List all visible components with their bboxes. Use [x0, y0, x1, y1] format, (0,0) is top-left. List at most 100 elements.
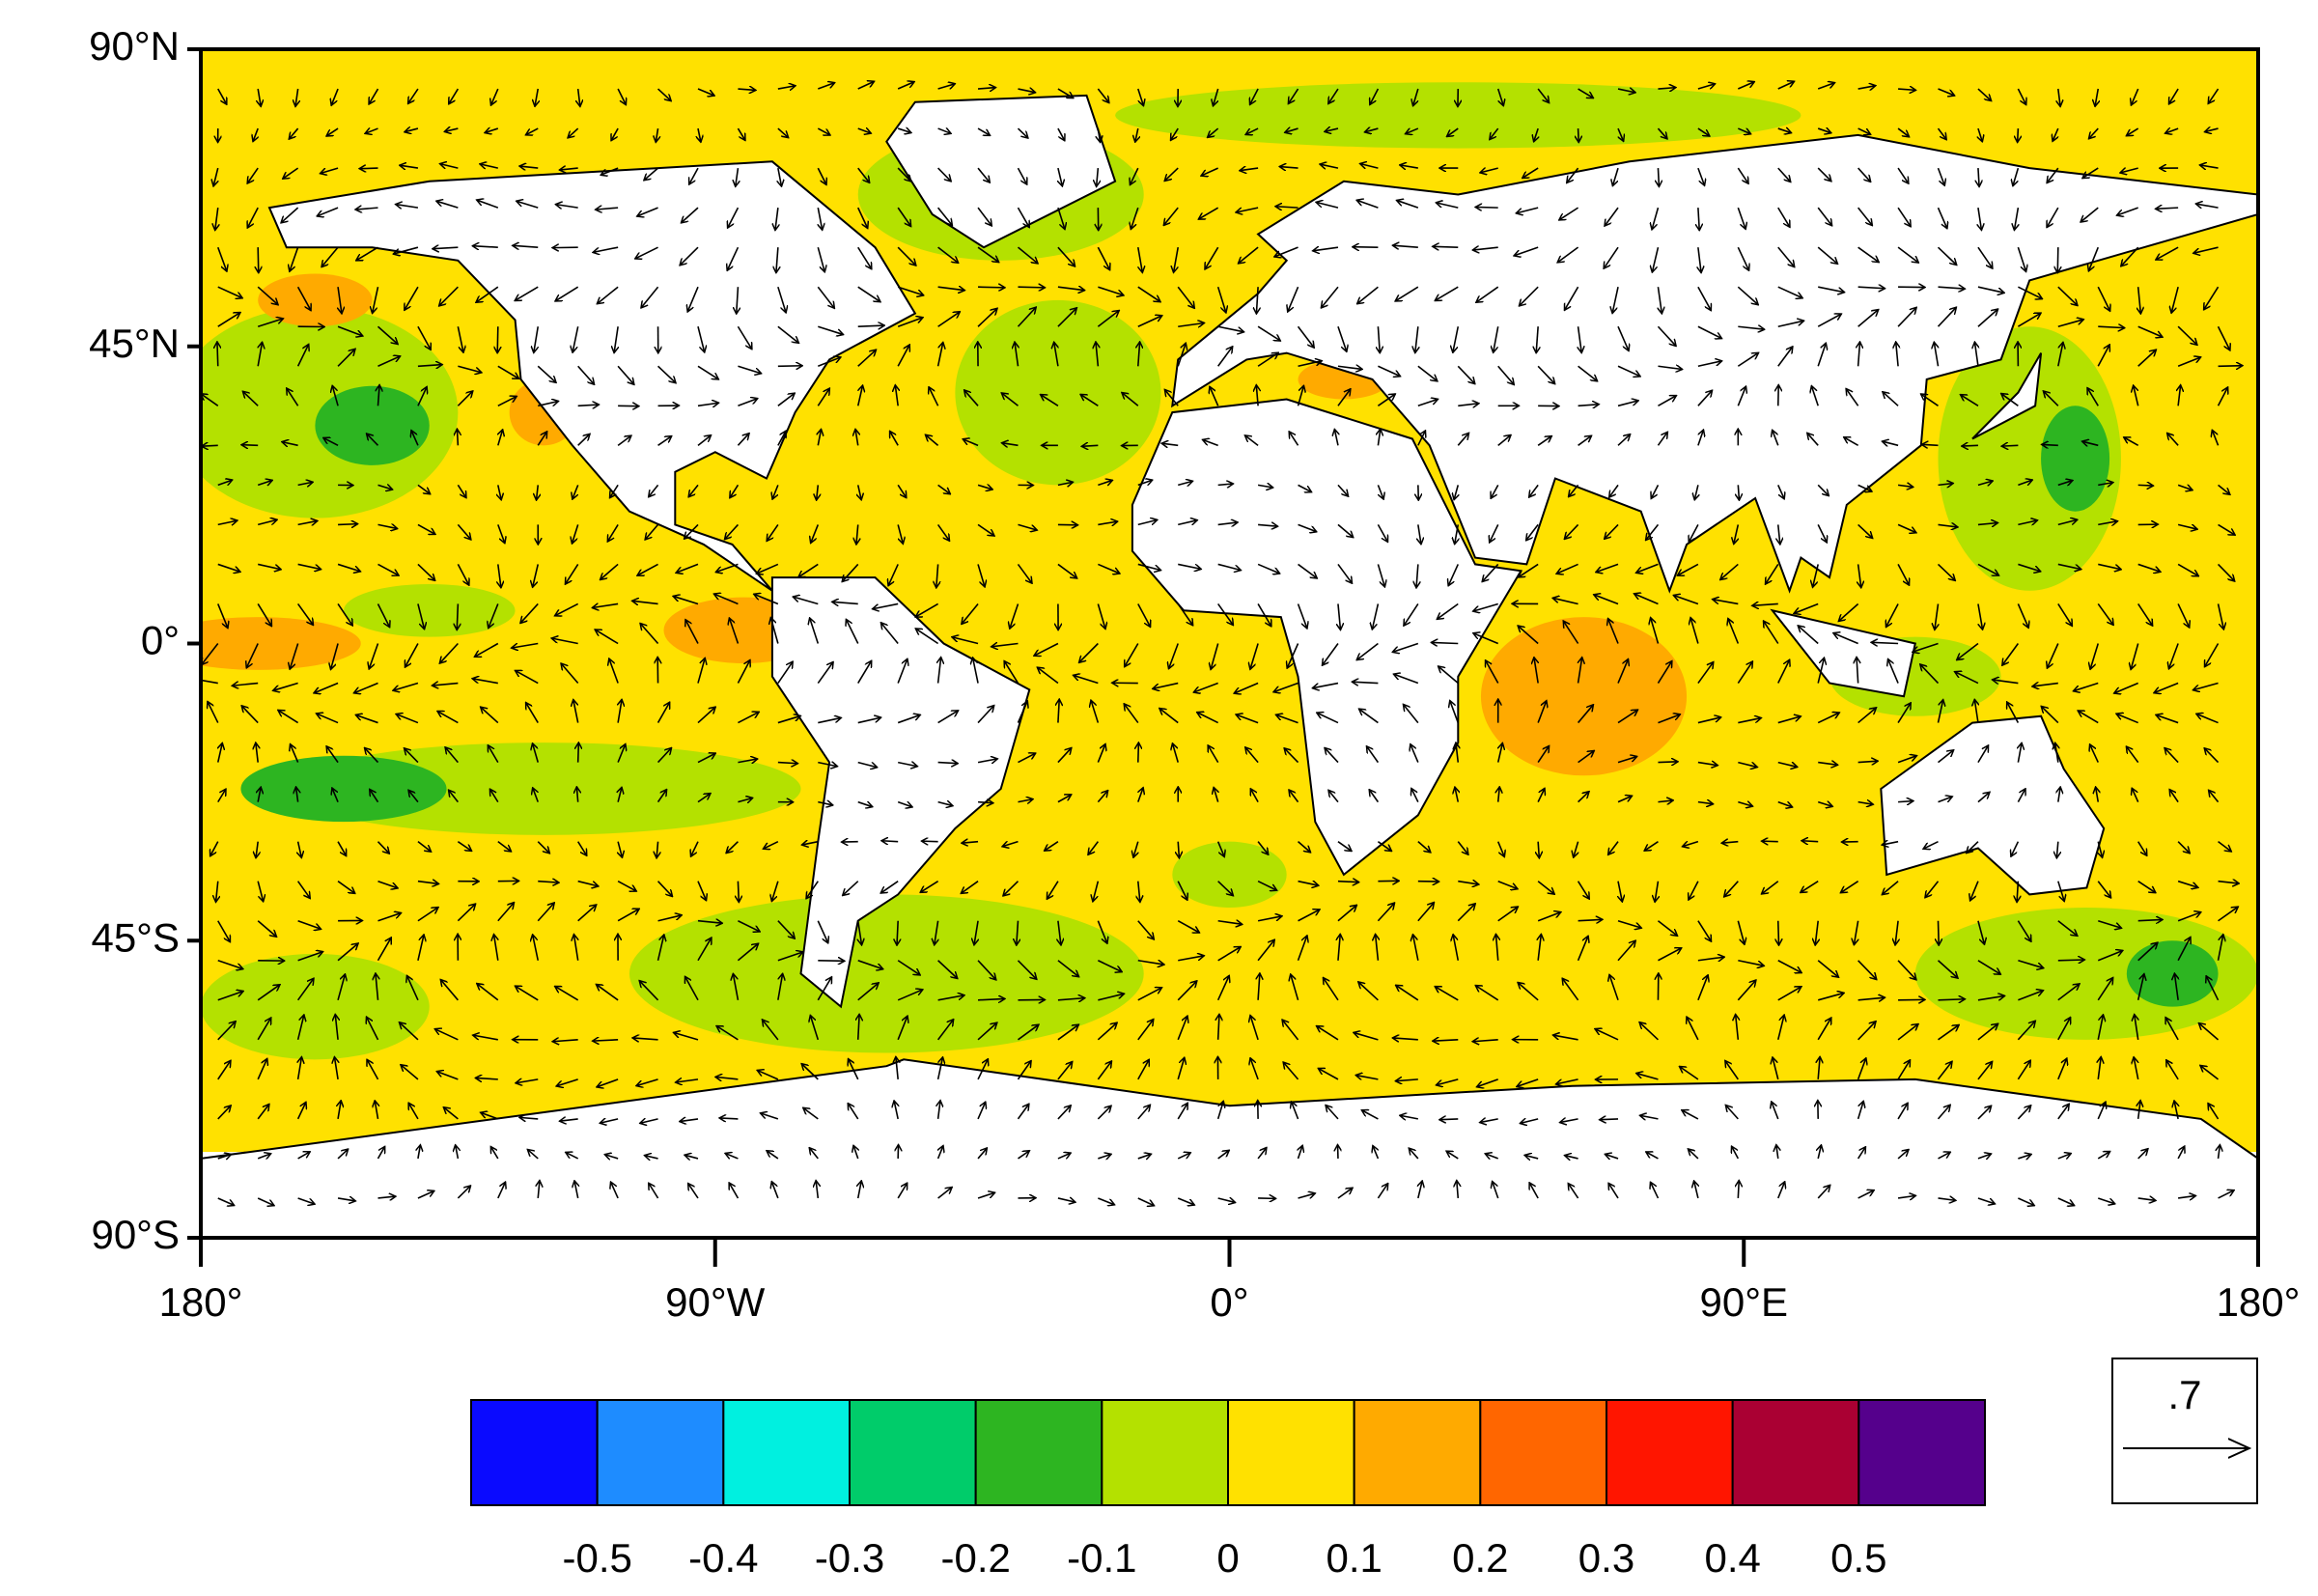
wind-vector	[1417, 431, 1426, 446]
wind-vector	[1328, 88, 1339, 103]
wind-vector	[257, 1154, 270, 1159]
wind-vector	[897, 1016, 908, 1041]
wind-vector	[533, 788, 539, 802]
wind-vector	[578, 742, 579, 763]
wind-vector	[488, 745, 499, 764]
wind-vector	[1097, 1106, 1111, 1120]
wind-vector	[897, 167, 910, 182]
wind-vector	[1240, 168, 1259, 171]
wind-vector	[890, 431, 899, 446]
wind-vector	[1738, 1180, 1739, 1199]
wind-vector	[811, 524, 820, 543]
wind-vector	[1217, 603, 1234, 625]
wind-vector	[632, 1038, 658, 1040]
wind-vector	[737, 659, 750, 684]
wind-vector	[375, 1101, 377, 1120]
wind-vector	[1298, 361, 1323, 368]
wind-vector	[1018, 1024, 1038, 1041]
wind-vector	[296, 978, 314, 1001]
wind-vector	[217, 563, 240, 572]
wind-vector	[1216, 975, 1230, 1001]
wind-vector	[1138, 788, 1143, 802]
wind-vector	[685, 976, 699, 1001]
wind-vector	[645, 523, 659, 540]
wind-vector	[457, 1186, 470, 1199]
wind-vector	[793, 597, 819, 605]
wind-vector	[1256, 385, 1258, 406]
wind-vector	[1359, 709, 1379, 724]
wind-vector	[1373, 1146, 1378, 1160]
wind-vector	[1001, 393, 1019, 406]
wind-vector	[1446, 1151, 1459, 1160]
wind-vector	[1133, 841, 1138, 857]
wind-vector	[537, 841, 549, 854]
wind-vector	[1197, 713, 1219, 724]
wind-vector	[897, 318, 923, 327]
wind-vector	[1177, 343, 1186, 367]
shading-region	[955, 299, 1161, 486]
wind-vector	[217, 286, 242, 298]
wind-vector	[856, 385, 863, 406]
wind-vector	[737, 434, 749, 446]
wind-vector	[1377, 394, 1395, 406]
wind-vector	[777, 763, 798, 764]
wind-vector	[855, 429, 858, 446]
wind-vector	[977, 706, 994, 724]
wind-vector	[1178, 841, 1179, 858]
wind-vector	[897, 1183, 908, 1199]
colorbar: -0.5 -0.4 -0.3 -0.2 -0.1 0 0.1 0.2 0.3 0.4 0.5	[470, 1399, 1987, 1581]
wind-vector	[1355, 1076, 1379, 1079]
wind-vector	[921, 841, 938, 842]
wind-vector	[457, 429, 458, 446]
wind-vector	[673, 596, 699, 605]
wind-vector	[331, 643, 339, 670]
wind-vector	[1003, 881, 1019, 896]
wind-vector	[213, 167, 218, 186]
wind-vector	[697, 435, 712, 446]
wind-vector	[377, 524, 398, 528]
wind-vector	[1283, 1062, 1299, 1080]
wind-vector	[1397, 200, 1419, 209]
wind-vector	[1658, 762, 1678, 763]
wind-vector	[1098, 286, 1124, 295]
wind-vector	[525, 127, 539, 135]
wind-vector	[1298, 882, 1319, 886]
wind-vector	[472, 246, 498, 247]
wind-vector	[1097, 603, 1105, 629]
wind-vector	[457, 603, 458, 630]
wind-vector	[617, 909, 639, 922]
wind-vector	[1213, 88, 1219, 106]
wind-vector	[1284, 748, 1299, 764]
wind-vector	[337, 1149, 349, 1160]
wind-vector	[1297, 385, 1304, 406]
wind-vector	[1244, 435, 1259, 446]
wind-vector	[977, 802, 993, 803]
wind-vector	[1074, 675, 1099, 685]
wind-vector	[473, 1035, 498, 1041]
lat-tick-label: 45°N	[89, 321, 180, 366]
wind-vector	[777, 366, 802, 367]
wind-vector	[857, 660, 872, 684]
wind-vector	[297, 520, 318, 524]
wind-vector	[1098, 563, 1120, 574]
wind-vector	[857, 350, 877, 367]
wind-vector	[1018, 89, 1035, 93]
wind-vector	[1392, 245, 1418, 247]
wind-vector	[857, 325, 884, 326]
reference-label: .7	[2167, 1372, 2201, 1417]
wind-vector	[1352, 682, 1379, 683]
wind-vector	[566, 1152, 579, 1160]
wind-vector	[897, 246, 916, 266]
shading-region	[201, 617, 361, 670]
wind-vector	[1480, 1119, 1498, 1123]
wind-vector	[1080, 394, 1099, 406]
wind-vector	[1137, 316, 1162, 327]
wind-vector	[897, 714, 920, 724]
wind-vector	[937, 1188, 953, 1199]
wind-vector	[1275, 714, 1299, 724]
wind-vector	[656, 702, 670, 723]
wind-vector	[1378, 365, 1400, 376]
wind-vector	[258, 787, 261, 802]
wind-vector	[684, 1155, 699, 1159]
wind-vector	[597, 286, 619, 304]
